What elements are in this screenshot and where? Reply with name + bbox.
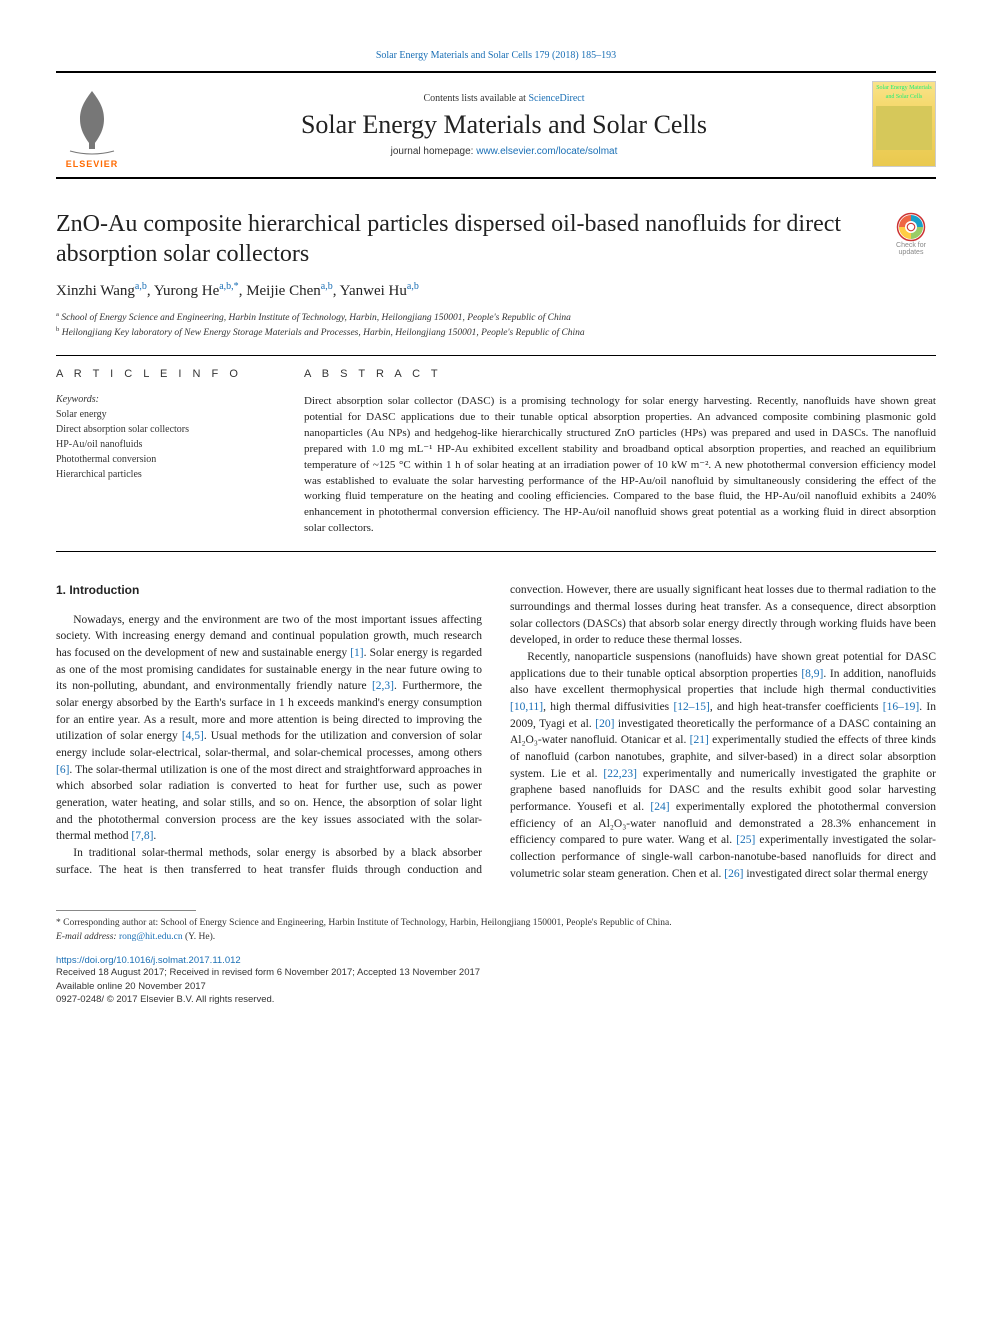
corr-text: * Corresponding author at: School of Ene… — [56, 918, 672, 928]
cover-line-1: Solar Energy Materials — [876, 85, 932, 92]
info-abstract-row: A R T I C L E I N F O Keywords: Solar en… — [56, 356, 936, 551]
keyword: Direct absorption solar collectors — [56, 422, 276, 437]
email-label: E-mail address: — [56, 932, 119, 942]
publisher-logo: ELSEVIER — [56, 81, 136, 169]
top-citation: Solar Energy Materials and Solar Cells 1… — [56, 50, 936, 61]
publisher-wordmark: ELSEVIER — [66, 159, 119, 169]
cover-line-2: and Solar Cells — [876, 94, 932, 101]
abstract-heading: A B S T R A C T — [304, 368, 936, 380]
keyword: Solar energy — [56, 407, 276, 422]
homepage-prefix: journal homepage: — [391, 146, 477, 157]
contents-prefix: Contents lists available at — [423, 93, 528, 104]
journal-homepage-link[interactable]: www.elsevier.com/locate/solmat — [476, 146, 617, 157]
affiliation-b: b Heilongjiang Key laboratory of New Ene… — [56, 325, 936, 340]
doi-link[interactable]: https://doi.org/10.1016/j.solmat.2017.11… — [56, 955, 936, 966]
body-text: 1. Introduction Nowadays, energy and the… — [56, 582, 936, 882]
footnote-rule — [56, 910, 196, 911]
available-online: Available online 20 November 2017 — [56, 980, 936, 994]
section-heading-1: 1. Introduction — [56, 582, 482, 599]
keyword: Photothermal conversion — [56, 452, 276, 467]
affiliation-a: a School of Energy Science and Engineeri… — [56, 310, 936, 325]
keyword: Hierarchical particles — [56, 467, 276, 482]
crossmark-icon — [896, 212, 926, 242]
article-title: ZnO-Au composite hierarchical particles … — [56, 209, 874, 269]
check-for-updates-badge[interactable]: Check for updates — [886, 209, 936, 259]
article-info: A R T I C L E I N F O Keywords: Solar en… — [56, 368, 276, 537]
abstract-text: Direct absorption solar collector (DASC)… — [304, 394, 936, 537]
rule-below-abstract — [56, 551, 936, 552]
journal-homepage-line: journal homepage: www.elsevier.com/locat… — [136, 146, 872, 157]
authors: Xinzhi Wanga,b, Yurong Hea,b,*, Meijie C… — [56, 281, 936, 300]
journal-name: Solar Energy Materials and Solar Cells — [136, 110, 872, 140]
article-info-heading: A R T I C L E I N F O — [56, 368, 276, 380]
keywords-label: Keywords: — [56, 394, 276, 405]
paragraph: Recently, nanoparticle suspensions (nano… — [510, 649, 936, 882]
corr-email-link[interactable]: rong@hit.edu.cn — [119, 932, 183, 942]
keywords-list: Solar energy Direct absorption solar col… — [56, 407, 276, 482]
keyword: HP-Au/oil nanofluids — [56, 437, 276, 452]
masthead-center: Contents lists available at ScienceDirec… — [136, 81, 872, 169]
copyright-line: 0927-0248/ © 2017 Elsevier B.V. All righ… — [56, 993, 936, 1007]
page-root: Solar Energy Materials and Solar Cells 1… — [0, 0, 992, 1047]
check-for-updates-label: Check for updates — [886, 242, 936, 256]
corresponding-author-note: * Corresponding author at: School of Ene… — [56, 917, 936, 945]
masthead: ELSEVIER Contents lists available at Sci… — [56, 71, 936, 179]
article-history: Received 18 August 2017; Received in rev… — [56, 966, 936, 980]
journal-cover-thumbnail: Solar Energy Materials and Solar Cells — [872, 81, 936, 167]
affiliations: a School of Energy Science and Engineeri… — [56, 310, 936, 341]
contents-lists-line: Contents lists available at ScienceDirec… — [136, 93, 872, 104]
elsevier-tree-icon — [62, 85, 122, 155]
email-suffix: (Y. He). — [183, 932, 216, 942]
title-row: ZnO-Au composite hierarchical particles … — [56, 209, 936, 281]
abstract: A B S T R A C T Direct absorption solar … — [304, 368, 936, 537]
cover-graphic — [876, 106, 932, 150]
sciencedirect-link[interactable]: ScienceDirect — [528, 93, 584, 104]
paragraph: Nowadays, energy and the environment are… — [56, 612, 482, 845]
